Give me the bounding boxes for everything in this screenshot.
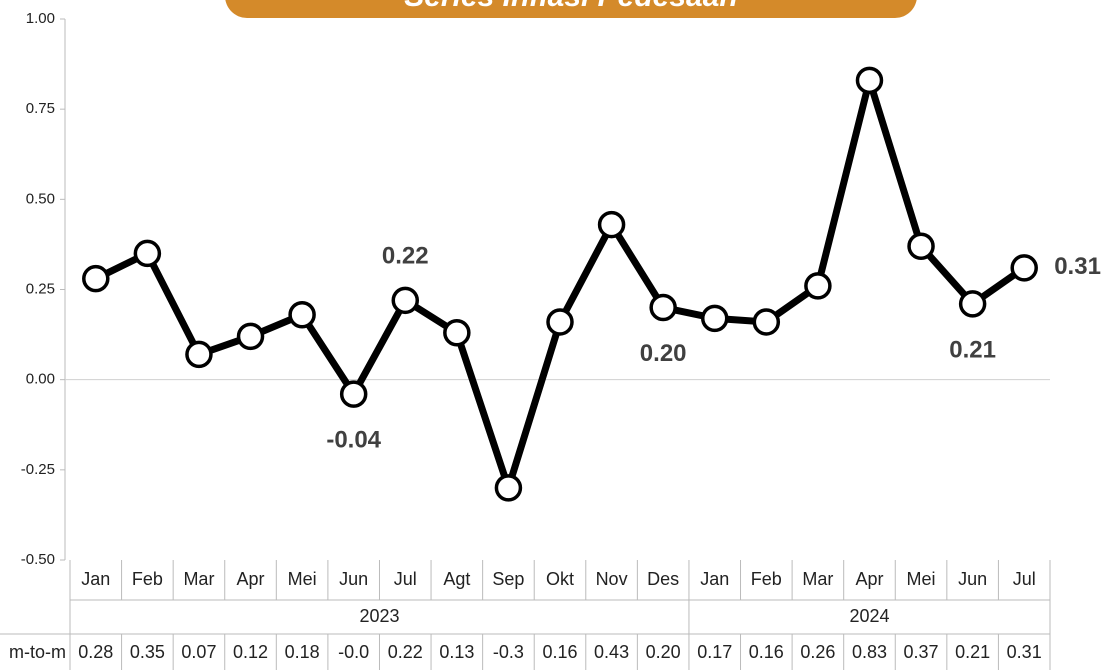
point xyxy=(700,304,729,333)
table-value: 0.13 xyxy=(439,642,474,662)
row-label: m-to-m xyxy=(9,642,66,662)
point xyxy=(597,210,626,239)
table-value: -0.0 xyxy=(338,642,369,662)
table-value: 0.35 xyxy=(130,642,165,662)
y-tick-label: -0.50 xyxy=(21,551,55,568)
y-tick-label: 0.00 xyxy=(26,371,55,388)
table-value: -0.3 xyxy=(493,642,524,662)
group-label: 2024 xyxy=(849,606,889,626)
point xyxy=(339,380,368,408)
y-tick-label: 0.50 xyxy=(26,190,55,207)
point xyxy=(546,308,574,336)
point xyxy=(185,340,213,369)
y-tick-label: 0.25 xyxy=(26,280,55,297)
table-value: 0.31 xyxy=(1007,642,1042,662)
data-label: -0.04 xyxy=(326,426,381,453)
title-banner xyxy=(225,0,917,18)
x-tick-label: Apr xyxy=(237,569,265,589)
group-label: 2023 xyxy=(359,606,399,626)
x-tick-label: Sep xyxy=(492,569,524,589)
table-value: 0.43 xyxy=(594,642,629,662)
x-tick-label: Feb xyxy=(751,569,782,589)
x-tick-label: Mei xyxy=(288,569,317,589)
table-value: 0.16 xyxy=(542,642,577,662)
point xyxy=(804,272,832,300)
point xyxy=(494,474,523,502)
x-tick-label: Jun xyxy=(958,569,987,589)
data-label: 0.22 xyxy=(382,243,429,270)
x-tick-label: Mar xyxy=(802,569,833,589)
point xyxy=(288,300,316,329)
table-value: 0.20 xyxy=(646,642,681,662)
table-value: 0.18 xyxy=(285,642,320,662)
x-tick-label: Mei xyxy=(907,569,936,589)
data-label: 0.21 xyxy=(949,336,996,363)
table-value: 0.26 xyxy=(800,642,835,662)
y-tick-label: 0.75 xyxy=(26,100,55,117)
point xyxy=(1010,254,1038,282)
point xyxy=(649,293,677,322)
point xyxy=(752,308,781,336)
data-label: 0.31 xyxy=(1054,253,1101,280)
table-value: 0.21 xyxy=(955,642,990,662)
x-tick-label: Nov xyxy=(596,569,628,589)
x-tick-label: Okt xyxy=(546,569,574,589)
point xyxy=(82,264,110,293)
point xyxy=(443,319,471,347)
y-tick-label: -0.25 xyxy=(21,461,55,478)
data-label: 0.20 xyxy=(640,340,687,367)
table-value: 0.12 xyxy=(233,642,268,662)
x-tick-label: Apr xyxy=(855,569,883,589)
table-value: 0.17 xyxy=(697,642,732,662)
point xyxy=(907,232,935,260)
chart-title: Series Inflasi Pedesaan xyxy=(404,0,738,13)
x-tick-label: Jul xyxy=(394,569,417,589)
x-tick-label: Jun xyxy=(339,569,368,589)
table-value: 0.28 xyxy=(78,642,113,662)
table-value: 0.07 xyxy=(181,642,216,662)
x-tick-label: Des xyxy=(647,569,679,589)
point xyxy=(133,239,162,268)
x-tick-label: Feb xyxy=(132,569,163,589)
point xyxy=(391,286,420,315)
y-tick-label: 1.00 xyxy=(26,10,55,27)
point xyxy=(236,322,265,351)
point xyxy=(958,290,987,318)
table-value: 0.16 xyxy=(749,642,784,662)
table-value: 0.22 xyxy=(388,642,423,662)
table-value: 0.37 xyxy=(904,642,939,662)
x-tick-label: Agt xyxy=(443,569,470,589)
x-tick-label: Mar xyxy=(183,569,214,589)
x-tick-label: Jan xyxy=(700,569,729,589)
x-tick-label: Jan xyxy=(81,569,110,589)
table-value: 0.83 xyxy=(852,642,887,662)
point xyxy=(855,66,884,95)
x-tick-label: Jul xyxy=(1013,569,1036,589)
